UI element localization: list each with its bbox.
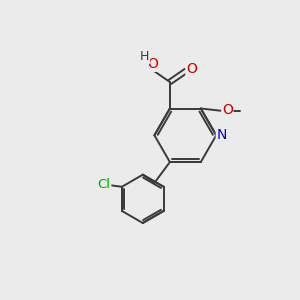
- Text: H: H: [140, 50, 149, 63]
- Text: O: O: [186, 62, 197, 76]
- Text: Cl: Cl: [98, 178, 111, 191]
- Text: N: N: [216, 128, 227, 142]
- Text: O: O: [147, 57, 158, 71]
- Text: O: O: [222, 103, 233, 117]
